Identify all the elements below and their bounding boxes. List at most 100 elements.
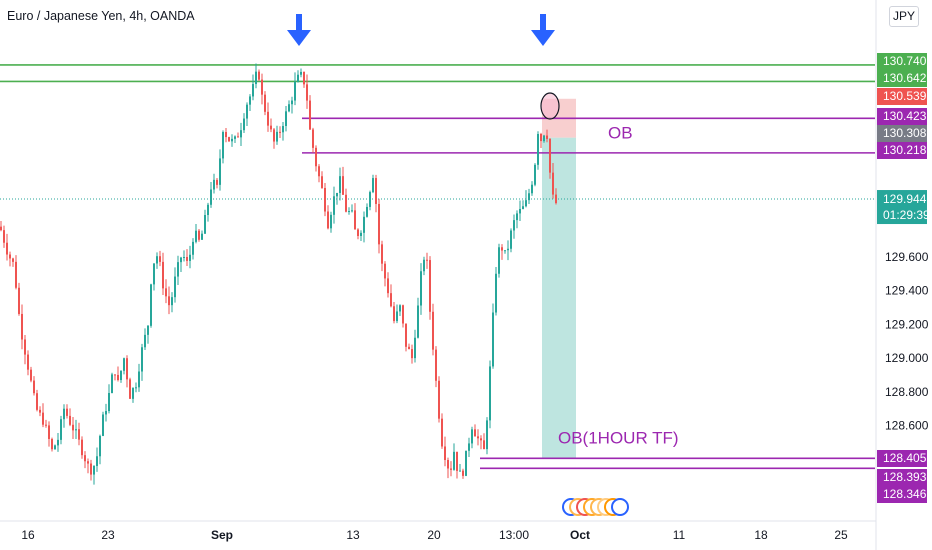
candle	[414, 329, 416, 363]
candle	[327, 205, 329, 230]
candle	[300, 68, 302, 78]
candle	[468, 437, 470, 457]
candle	[177, 255, 179, 285]
svg-text:130.740: 130.740	[883, 54, 927, 68]
svg-text:01:29:39: 01:29:39	[883, 208, 930, 222]
candle	[12, 257, 14, 267]
horizontal-lines[interactable]	[0, 64, 875, 470]
candle	[63, 404, 65, 428]
candle	[447, 457, 449, 479]
price-axis[interactable]: 129.600 129.400 129.200 129.000 128.800 128.6…	[885, 250, 929, 433]
event-icons[interactable]	[562, 498, 629, 516]
candle	[171, 292, 173, 313]
candle	[297, 70, 299, 83]
candle	[216, 178, 218, 189]
candle	[489, 360, 491, 429]
x-tick-label: 25	[834, 528, 848, 542]
target-zone[interactable]	[542, 137, 576, 459]
candle	[456, 451, 458, 479]
candle	[243, 113, 245, 134]
candle	[417, 297, 419, 339]
candle	[276, 125, 278, 145]
candle	[279, 126, 281, 139]
highlight-ellipse[interactable]	[540, 92, 560, 120]
candle	[492, 303, 494, 369]
candle	[60, 415, 62, 445]
candle	[477, 429, 479, 446]
x-tick-label: 16	[21, 528, 35, 542]
candle	[18, 282, 20, 316]
candle	[549, 138, 551, 179]
candle	[552, 163, 554, 199]
x-tick-label: 13:00	[499, 528, 529, 542]
svg-text:130.423: 130.423	[883, 109, 927, 123]
x-tick-label: 20	[427, 528, 441, 542]
x-tick-label: Oct	[570, 528, 590, 542]
candle	[195, 224, 197, 244]
time-axis[interactable]: 16 23 Sep 13 20 13:00 Oct 11 18 25	[21, 528, 848, 542]
candle	[462, 468, 464, 479]
economic-event-icon[interactable]	[611, 498, 629, 516]
candle	[129, 377, 131, 399]
x-tick-label: Sep	[211, 528, 233, 542]
svg-text:130.642: 130.642	[883, 71, 927, 85]
candle	[354, 203, 356, 230]
candle	[30, 366, 32, 383]
currency-button[interactable]: JPY	[889, 6, 919, 27]
candle	[246, 102, 248, 126]
candle	[234, 135, 236, 143]
candle	[510, 228, 512, 253]
svg-text:128.405: 128.405	[883, 451, 927, 465]
candle	[453, 443, 455, 471]
candle	[294, 72, 296, 106]
annotation-label[interactable]: OB	[608, 123, 633, 142]
symbol-title: Euro / Japanese Yen, 4h, OANDA	[7, 9, 195, 23]
candle	[225, 127, 227, 143]
candle	[537, 131, 539, 170]
svg-text:130.218: 130.218	[883, 143, 927, 157]
candle	[258, 69, 260, 81]
candle	[192, 238, 194, 260]
current-price-tag: 129.944 01:29:39	[877, 190, 930, 225]
svg-text:128.346: 128.346	[883, 487, 927, 501]
candle	[522, 200, 524, 210]
arrow-down-icon[interactable]	[287, 14, 311, 46]
candle	[135, 382, 137, 393]
candle	[534, 163, 536, 187]
price-tags: 130.740 130.642 130.539 130.423 130.308 130.2…	[877, 53, 930, 503]
candle	[33, 376, 35, 396]
candle	[24, 334, 26, 365]
annotations: OB OB(1HOUR TF)	[558, 123, 679, 447]
candle	[255, 63, 257, 89]
candle	[81, 436, 83, 459]
candle	[348, 207, 350, 215]
candle	[324, 183, 326, 217]
candle	[474, 424, 476, 437]
candle	[93, 465, 95, 485]
candle	[483, 433, 485, 450]
candle	[264, 91, 266, 116]
candle	[165, 279, 167, 304]
candle	[36, 389, 38, 412]
candle	[0, 221, 2, 232]
candle	[435, 346, 437, 388]
candle	[210, 182, 212, 208]
annotation-label[interactable]: OB(1HOUR TF)	[558, 428, 679, 447]
candle	[285, 105, 287, 132]
candle	[51, 437, 53, 452]
candle	[393, 302, 395, 324]
candle	[213, 173, 215, 194]
candle	[396, 304, 398, 324]
price-tag: 128.346	[877, 486, 927, 503]
candle	[240, 122, 242, 146]
candle	[66, 404, 68, 419]
arrow-down-icon[interactable]	[531, 14, 555, 46]
candles	[0, 63, 557, 485]
candle	[261, 73, 263, 105]
candle	[318, 164, 320, 183]
candle	[507, 240, 509, 261]
candle	[231, 134, 233, 147]
candle	[423, 256, 425, 276]
candle	[426, 252, 428, 269]
